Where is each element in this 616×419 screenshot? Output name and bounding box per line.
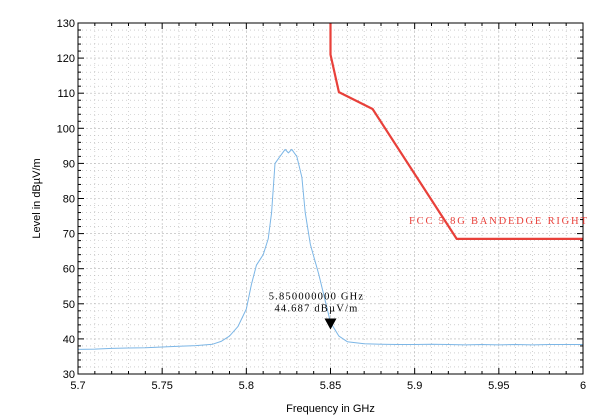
marker-triangle-icon xyxy=(324,318,337,330)
series-layer xyxy=(78,23,583,350)
marker-level-readout: 44.687 dBµV/m xyxy=(274,303,358,314)
x-tick-label: 5.7 xyxy=(70,380,85,392)
x-tick-label: 5.95 xyxy=(488,380,509,392)
measurement-trace xyxy=(78,148,583,350)
x-tick-labels: 5.7 5.75 5.8 5.85 5.9 5.95 6 xyxy=(70,380,586,392)
y-tick-label: 110 xyxy=(57,88,75,100)
y-tick-label: 120 xyxy=(57,53,75,65)
x-tick-label: 5.8 xyxy=(239,380,254,392)
grid-lines xyxy=(78,23,583,374)
y-tick-label: 80 xyxy=(63,194,75,206)
plot-frame xyxy=(77,22,584,375)
x-tick-label: 5.9 xyxy=(407,380,422,392)
x-axis-title: Frequency in GHz xyxy=(286,403,375,415)
y-tick-label: 30 xyxy=(63,369,75,381)
y-tick-label: 60 xyxy=(63,264,75,276)
y-tick-label: 130 xyxy=(57,18,75,30)
y-tick-label: 70 xyxy=(63,229,75,241)
x-tick-label: 5.75 xyxy=(151,380,172,392)
x-tick-label: 6 xyxy=(580,380,586,392)
y-tick-label: 40 xyxy=(63,334,75,346)
y-tick-label: 100 xyxy=(57,123,75,135)
x-tick-label: 5.85 xyxy=(320,380,341,392)
y-tick-label: 90 xyxy=(63,158,75,170)
y-axis-title: Level in dBµV/m xyxy=(31,158,43,238)
y-tick-label: 50 xyxy=(63,299,75,311)
limit-line-label: FCC 5.8G BANDEDGE RIGHT xyxy=(409,216,589,227)
marker-frequency-readout: 5.850000000 GHz xyxy=(269,291,365,302)
y-tick-labels: 30 40 50 60 70 80 90 100 110 120 130 xyxy=(57,18,75,381)
limit-line xyxy=(329,23,583,240)
